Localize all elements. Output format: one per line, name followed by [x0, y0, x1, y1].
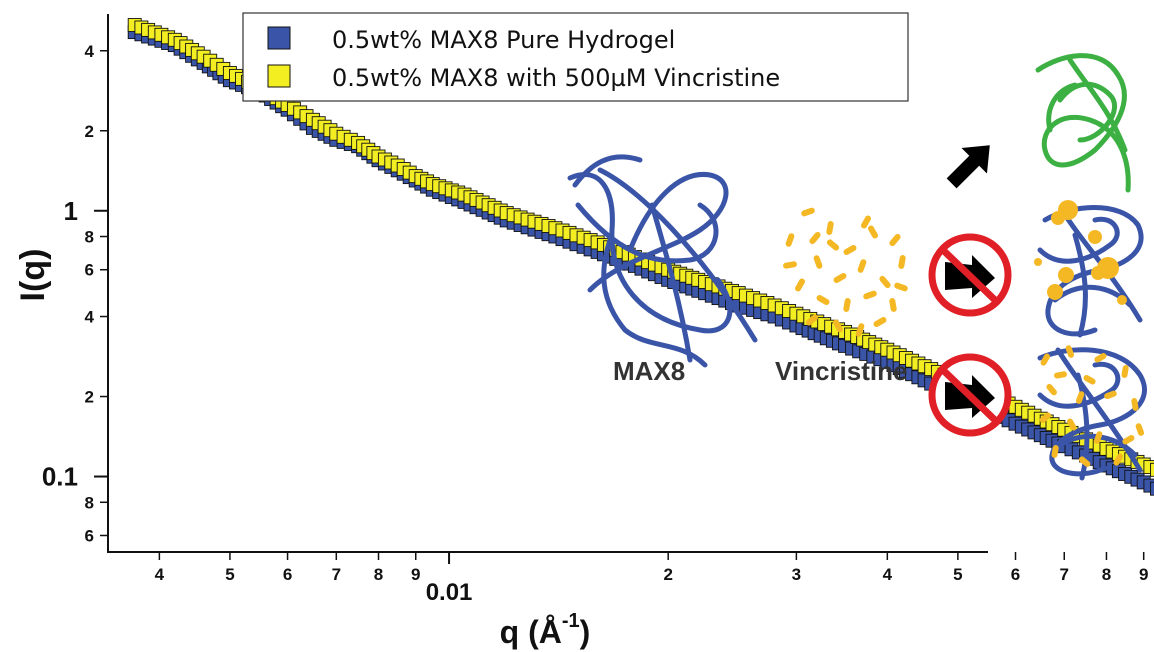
drug-particle [783, 261, 798, 269]
drug-particle [843, 298, 851, 313]
drug-particle [826, 221, 834, 236]
x-minor-tick-label: 5 [225, 565, 234, 584]
x-minor-tick-label: 4 [883, 565, 893, 584]
vincristine-label: Vincristine [775, 356, 907, 386]
x-minor-tick-label: 7 [332, 565, 341, 584]
x-ticks: 4567892345678923450.010.1 [155, 552, 1154, 606]
drug-particle [815, 294, 830, 306]
y-major-tick-label: 0.1 [42, 462, 78, 492]
drug-particle [794, 277, 806, 292]
y-minor-tick-label: 6 [85, 261, 94, 280]
drug-particle [888, 233, 902, 248]
legend-label-pure-hydrogel: 0.5wt% MAX8 Pure Hydrogel [332, 26, 675, 54]
drug-particle [857, 258, 867, 273]
drug-particle [842, 244, 857, 256]
y-major-tick-label: 1 [64, 196, 78, 226]
x-minor-tick-label: 6 [283, 565, 292, 584]
x-minor-tick-label: 8 [1102, 565, 1111, 584]
drug-particle [1082, 374, 1096, 386]
drug-particle [862, 290, 877, 300]
y-minor-tick-label: 8 [85, 493, 94, 512]
drug-particle [826, 238, 841, 252]
x-axis-label-exponent: -1 [562, 610, 580, 632]
drug-particle [808, 231, 822, 246]
y-minor-tick-label: 6 [85, 526, 94, 545]
drug-particle [1121, 365, 1129, 379]
legend-marker-pure-hydrogel [268, 27, 290, 49]
x-minor-tick-label: 6 [1011, 565, 1020, 584]
x-minor-tick-label: 9 [1139, 565, 1148, 584]
drug-particle [813, 254, 823, 269]
legend-label-vincristine: 0.5wt% MAX8 with 500µM Vincristine [332, 64, 780, 92]
x-axis-label-main: q (Å [500, 614, 562, 650]
x-axis-label: q (Å-1) [500, 610, 591, 650]
legend-marker-vincristine [268, 65, 290, 87]
x-axis-label-close: ) [580, 614, 591, 650]
y-axis-label: I(q) [14, 249, 52, 302]
x-minor-tick-label: 3 [792, 565, 801, 584]
max8-label: MAX8 [613, 356, 685, 386]
x-minor-tick-label: 8 [374, 565, 383, 584]
drug-particle [1054, 371, 1068, 379]
green-network-icon [1038, 56, 1128, 190]
arrow-icon [939, 132, 1003, 196]
drug-particle [893, 282, 908, 292]
drug-particle [832, 272, 847, 284]
drug-particle [889, 298, 897, 313]
legend: 0.5wt% MAX8 Pure Hydrogel 0.5wt% MAX8 wi… [243, 13, 908, 101]
y-minor-tick-label: 4 [85, 308, 95, 327]
y-minor-tick-label: 2 [85, 122, 94, 141]
drug-particle [800, 207, 815, 217]
data-point-pure-hydrogel [1151, 482, 1154, 495]
drug-particle [898, 255, 906, 270]
y-minor-tick-label: 8 [85, 228, 94, 247]
x-minor-tick-label: 7 [1060, 565, 1069, 584]
x-minor-tick-label: 2 [663, 565, 672, 584]
x-minor-tick-label: 4 [155, 565, 165, 584]
drug-particle [878, 275, 892, 290]
y-minor-tick-label: 4 [85, 42, 95, 61]
network-with-clusters-icon [1034, 200, 1141, 335]
drug-particle [867, 224, 879, 239]
no-sign-icon-1 [932, 237, 1008, 313]
x-major-tick-label: 0.01 [426, 579, 473, 606]
data-point-vincristine [1151, 463, 1154, 476]
x-minor-tick-label: 5 [953, 565, 962, 584]
drug-particle [872, 316, 887, 328]
y-minor-tick-label: 2 [85, 388, 94, 407]
x-minor-tick-label: 9 [411, 565, 420, 584]
drug-particle [1045, 383, 1058, 397]
drug-particle [785, 232, 795, 247]
no-sign-icon-2 [932, 357, 1008, 433]
drug-particle [1135, 422, 1145, 436]
